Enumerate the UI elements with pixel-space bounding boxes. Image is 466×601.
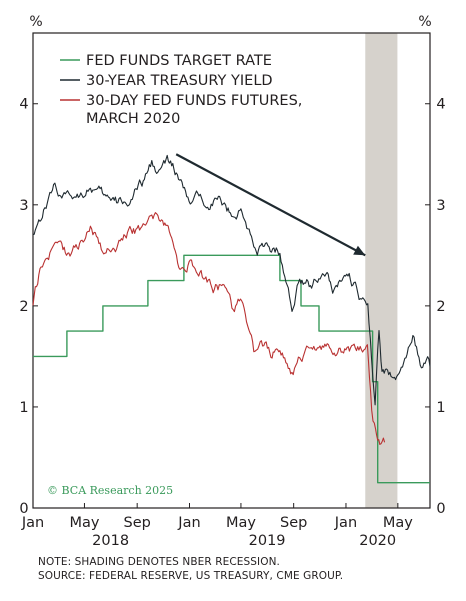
- legend-label: 30-DAY FED FUNDS FUTURES,: [86, 93, 302, 109]
- trend-arrow: [175, 153, 366, 257]
- y-tick-label-left: 0: [19, 501, 28, 517]
- x-tick-label: Jan: [334, 515, 357, 531]
- note-shading: NOTE: SHADING DENOTES NBER RECESSION.: [38, 556, 280, 568]
- y-tick-label-right: 0: [436, 501, 445, 517]
- x-tick-label: Sep: [280, 515, 307, 531]
- series-line: [32, 212, 386, 445]
- legend-label: MARCH 2020: [86, 111, 180, 127]
- x-tick-label: Jan: [21, 515, 44, 531]
- legend-label: FED FUNDS TARGET RATE: [86, 53, 272, 69]
- x-year-label: 2020: [359, 533, 396, 549]
- y-tick-label-right: 1: [436, 400, 445, 416]
- x-tick-label: May: [69, 515, 99, 531]
- x-tick-label: Sep: [124, 515, 151, 531]
- watermark: © BCA Research 2025: [47, 484, 173, 497]
- x-year-label: 2019: [249, 533, 286, 549]
- recession-band: [365, 33, 398, 508]
- y-tick-label-right: 4: [436, 97, 445, 113]
- plot-frame: [32, 32, 431, 509]
- y-unit-left: %: [29, 14, 42, 30]
- recession-shading: [365, 33, 398, 508]
- legend: FED FUNDS TARGET RATE 30-YEAR TREASURY YI…: [60, 53, 302, 127]
- x-tick-label: May: [226, 515, 256, 531]
- y-tick-label-left: 2: [19, 299, 28, 315]
- series-line: [32, 154, 431, 406]
- y-tick-label-left: 4: [19, 97, 28, 113]
- y-tick-label-right: 3: [436, 198, 445, 214]
- y-tick-label-left: 1: [19, 400, 28, 416]
- y-tick-label-left: 3: [19, 198, 28, 214]
- x-tick-label: Jan: [177, 515, 200, 531]
- note-source: SOURCE: FEDERAL RESERVE, US TREASURY, CM…: [38, 570, 344, 582]
- y-tick-label-right: 2: [436, 299, 445, 315]
- x-year-label: 2018: [92, 533, 129, 549]
- y-unit-right: %: [418, 14, 431, 30]
- trend-arrow-head: [353, 245, 366, 256]
- y-axis-right: 0 1 2 3 4: [425, 97, 446, 517]
- trend-arrow-line: [175, 153, 366, 257]
- x-axis: Jan May Sep Jan May Sep Jan May 2018 2019 2020: [21, 503, 413, 549]
- x-tick-label: May: [383, 515, 413, 531]
- legend-label: 30-YEAR TREASURY YIELD: [86, 73, 273, 89]
- series-lines: [32, 154, 431, 484]
- y-axis-left: 0 1 2 3 4: [19, 97, 38, 517]
